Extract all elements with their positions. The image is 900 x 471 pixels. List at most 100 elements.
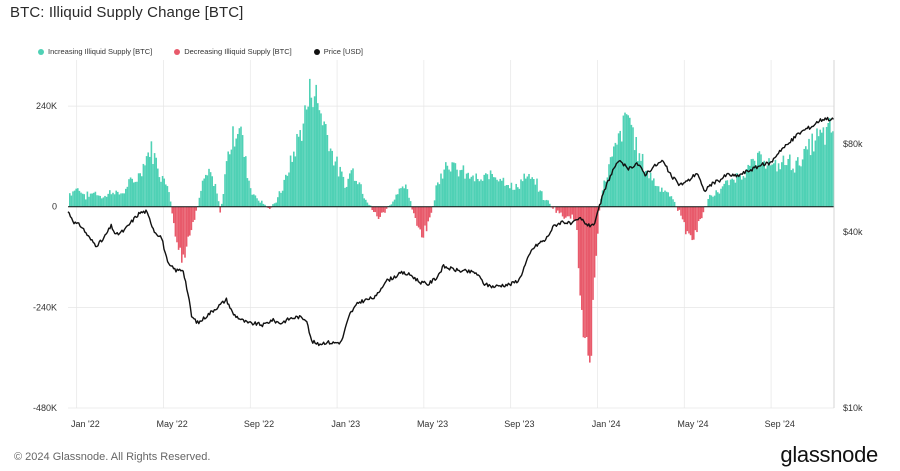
supply-bar-228	[433, 200, 436, 207]
supply-bar-445	[781, 162, 783, 207]
x-tick-label-6: Jan '24	[592, 419, 621, 429]
supply-bar-54	[155, 157, 157, 207]
supply-bar-454	[795, 160, 797, 207]
supply-bar-432	[760, 154, 762, 207]
supply-bar-19	[99, 195, 101, 207]
supply-bar-79	[195, 206, 197, 211]
supply-bar-364	[651, 180, 653, 207]
supply-bar-290	[533, 179, 535, 207]
supply-bar-473	[825, 126, 828, 207]
supply-bar-325	[589, 206, 591, 363]
supply-bar-166	[334, 161, 337, 207]
supply-bar-242	[456, 169, 458, 207]
supply-bar-119	[259, 202, 261, 207]
supply-bar-279	[515, 183, 517, 207]
supply-bar-328	[593, 206, 596, 278]
supply-bar-425	[749, 165, 751, 207]
supply-bar-2	[72, 191, 74, 207]
supply-bar-232	[440, 173, 442, 207]
supply-bar-124	[267, 206, 269, 208]
supply-bar-321	[582, 206, 585, 338]
supply-bar-96	[222, 194, 225, 207]
supply-bar-359	[643, 172, 645, 207]
supply-bar-92	[216, 193, 218, 207]
supply-bar-401	[710, 195, 713, 207]
glassnode-logo[interactable]: glassnode	[780, 442, 878, 467]
supply-bar-385	[685, 206, 687, 235]
supply-bar-4	[75, 188, 77, 207]
supply-bar-335	[605, 181, 607, 207]
supply-bar-61	[166, 186, 169, 207]
supply-bar-399	[707, 198, 709, 207]
supply-bar-91	[214, 183, 217, 207]
supply-bar-173	[345, 186, 348, 207]
supply-bar-472	[824, 144, 826, 207]
supply-bar-237	[448, 169, 450, 207]
supply-bar-161	[326, 135, 329, 207]
supply-bar-236	[446, 165, 449, 207]
supply-bar-84	[203, 178, 205, 207]
supply-bar-212	[408, 197, 410, 207]
supply-bar-177	[352, 168, 354, 207]
supply-bar-175	[349, 173, 351, 207]
supply-bar-118	[257, 200, 260, 207]
supply-bar-309	[563, 206, 565, 219]
legend-item-decrease[interactable]: Decreasing Illiquid Supply [BTC]	[174, 47, 292, 56]
supply-bar-317	[576, 206, 578, 231]
supply-bar-342	[616, 144, 618, 207]
supply-bar-120	[261, 200, 263, 207]
supply-bar-22	[104, 195, 106, 207]
y-right-axis-ticks: $80k $40k $10k	[843, 139, 863, 413]
supply-bar-265	[493, 177, 495, 207]
supply-bar-273	[505, 185, 508, 207]
supply-bar-276	[510, 182, 513, 207]
supply-bar-308	[561, 206, 564, 217]
legend-item-increase[interactable]: Increasing Illiquid Supply [BTC]	[38, 47, 152, 56]
supply-bar-438	[769, 165, 772, 207]
supply-bar-180	[357, 184, 359, 207]
supply-bar-141	[294, 156, 297, 207]
supply-bar-251	[470, 176, 473, 207]
legend-item-price[interactable]: Price [USD]	[313, 47, 363, 56]
supply-bar-459	[803, 148, 805, 207]
copyright-text: © 2024 Glassnode. All Rights Reserved.	[14, 451, 211, 463]
supply-bar-103	[233, 146, 236, 207]
supply-bar-169	[339, 166, 341, 207]
supply-bar-347	[624, 112, 626, 207]
supply-bar-104	[235, 138, 237, 207]
x-axis-ticks: Jan '22 May '22 Sep '22 Jan '23 May '23 Sep '…	[71, 419, 795, 429]
supply-bar-322	[584, 206, 586, 339]
supply-bar-18	[97, 195, 100, 207]
supply-bar-150	[309, 78, 311, 207]
supply-bar-374	[667, 192, 669, 207]
supply-bar-382	[680, 206, 682, 216]
supply-bar-272	[504, 185, 506, 207]
supply-bar-247	[464, 178, 466, 207]
y-left-tick-label-2: -240K	[33, 302, 57, 312]
supply-bar-256	[478, 181, 481, 207]
supply-bar-249	[467, 172, 469, 207]
supply-bar-261	[486, 174, 489, 207]
supply-bar-396	[702, 206, 705, 213]
supply-bar-143	[297, 136, 300, 207]
supply-bar-219	[419, 206, 421, 230]
supply-bar-358	[641, 153, 644, 207]
supply-bar-190	[373, 206, 375, 212]
supply-bar-135	[285, 174, 287, 207]
supply-bar-204	[395, 194, 397, 207]
supply-bar-363	[649, 172, 652, 207]
supply-bar-191	[374, 206, 377, 213]
supply-bar-168	[337, 176, 340, 207]
x-tick-label-4: May '23	[417, 419, 448, 429]
supply-bar-231	[438, 184, 441, 207]
supply-change-bars	[69, 78, 834, 363]
supply-bar-239	[451, 162, 453, 207]
supply-bar-140	[293, 151, 295, 207]
supply-bar-462	[808, 138, 810, 207]
supply-bar-39	[131, 178, 133, 207]
supply-bar-75	[189, 206, 191, 236]
supply-bar-188	[369, 205, 372, 207]
supply-bar-220	[421, 206, 423, 238]
supply-bar-132	[280, 192, 282, 207]
supply-bar-305	[557, 206, 559, 211]
